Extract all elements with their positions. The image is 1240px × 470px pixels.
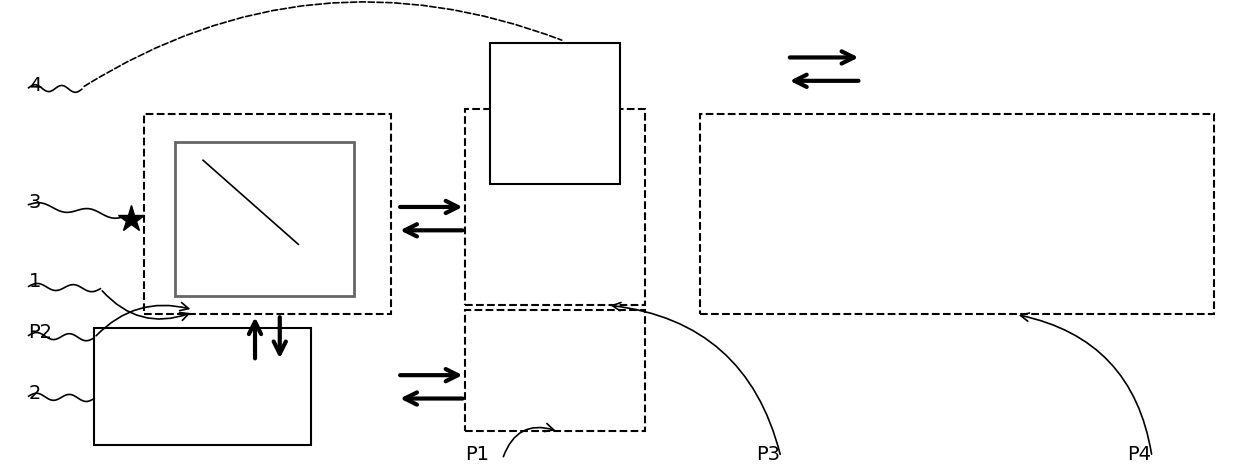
Bar	[490, 43, 620, 184]
Text: P4: P4	[1127, 445, 1151, 464]
Text: 1: 1	[29, 272, 41, 291]
Bar	[465, 310, 645, 431]
Text: 4: 4	[29, 76, 41, 95]
Bar	[465, 109, 645, 305]
Bar	[94, 329, 311, 445]
Text: P1: P1	[465, 445, 490, 464]
Text: 2: 2	[29, 384, 41, 403]
Text: P2: P2	[29, 323, 52, 343]
Bar	[701, 114, 1214, 314]
Bar	[144, 114, 391, 314]
Bar	[175, 141, 353, 296]
Text: P3: P3	[756, 445, 780, 464]
Text: 3: 3	[29, 193, 41, 212]
